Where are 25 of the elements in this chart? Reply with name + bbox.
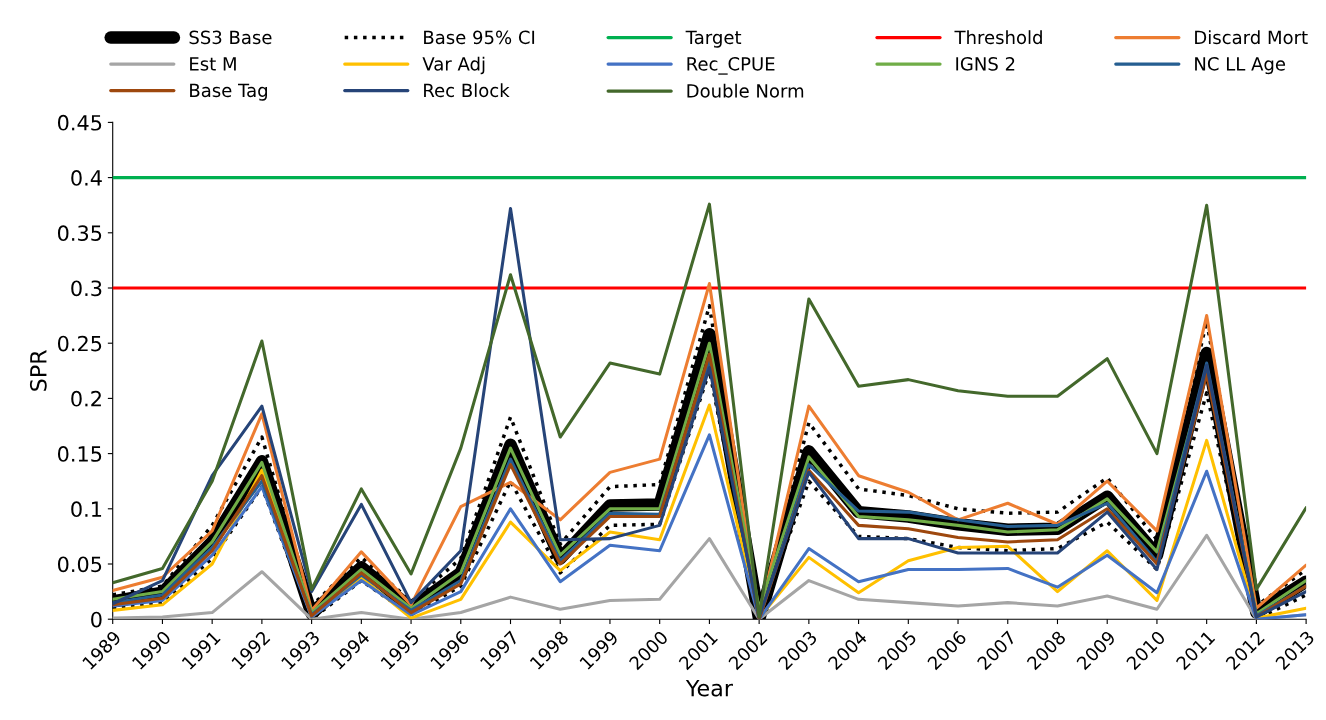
legend-label: Base Tag xyxy=(190,83,267,101)
legend-label: Double Norm xyxy=(687,83,804,98)
legend-label: IGNS 2 xyxy=(956,57,1015,71)
legend-label: NC LL Age xyxy=(1195,57,1286,75)
legend-label: Rec_CPUE xyxy=(687,57,775,75)
y-tick-label: 0.15 xyxy=(57,446,102,462)
y-tick-label: 0 xyxy=(91,611,102,628)
legend-label: Target xyxy=(685,30,742,48)
y-tick-label: 0.2 xyxy=(71,390,101,407)
legend-label: Threshold xyxy=(954,30,1042,45)
y-tick-label: 0.4 xyxy=(71,170,102,186)
legend-label: Var Adj xyxy=(422,56,485,75)
legend-label: Est M xyxy=(190,57,236,71)
y-tick-label: 0.35 xyxy=(57,225,102,242)
legend-label: Base 95% CI xyxy=(424,30,535,45)
y-tick-label: 0.3 xyxy=(71,280,102,297)
y-tick-label: 0.45 xyxy=(57,114,102,131)
y-tick-label: 0.05 xyxy=(57,556,102,573)
x-axis-title: Year xyxy=(685,680,733,697)
legend-label: SS3 Base xyxy=(189,30,272,45)
legend-label: Rec Block xyxy=(424,83,510,98)
y-axis-title: SPR xyxy=(29,349,47,391)
y-tick-label: 0.1 xyxy=(71,501,102,518)
legend-label: Discard Mort xyxy=(1195,30,1308,45)
y-tick-label: 0.25 xyxy=(57,335,102,352)
